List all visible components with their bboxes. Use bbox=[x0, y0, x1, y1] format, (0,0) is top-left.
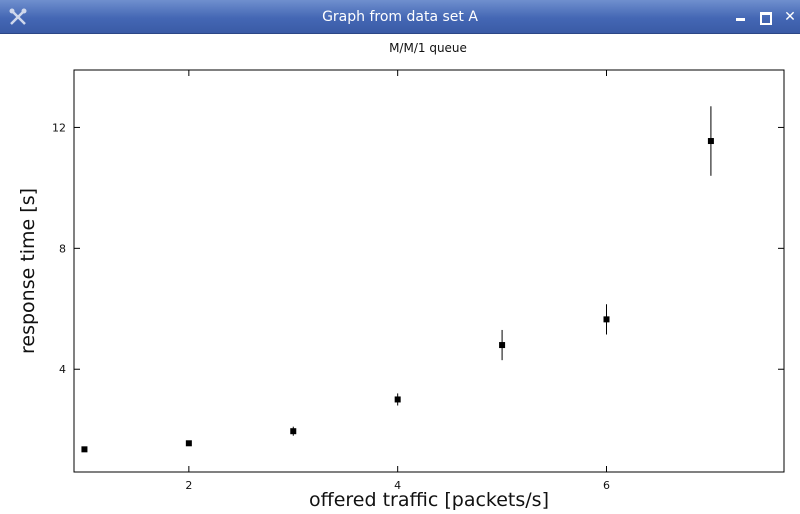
y-axis-label: response time [s] bbox=[17, 188, 39, 354]
y-tick-label: 8 bbox=[59, 242, 66, 255]
maximize-button[interactable] bbox=[758, 9, 774, 25]
chart-area: M/M/1 queue 2 4 6 4 8 12 offered traffic [pac… bbox=[0, 34, 800, 511]
scatter-chart: M/M/1 queue 2 4 6 4 8 12 offered traffic [pac… bbox=[17, 41, 785, 511]
crossed-tools-icon bbox=[9, 8, 27, 25]
x-axis-label: offered traffic [packets/s] bbox=[309, 489, 549, 510]
close-button[interactable]: ✕ bbox=[782, 9, 798, 25]
data-point bbox=[707, 138, 714, 145]
data-point bbox=[290, 428, 297, 435]
maximize-icon bbox=[760, 12, 772, 25]
y-tick-label: 4 bbox=[59, 363, 66, 376]
title-bar[interactable]: Graph from data set A ✕ bbox=[0, 0, 800, 34]
y-tick-label: 12 bbox=[52, 121, 66, 134]
data-point bbox=[185, 440, 192, 447]
chart-title: M/M/1 queue bbox=[389, 41, 467, 55]
data-point bbox=[394, 396, 401, 403]
data-point bbox=[603, 316, 610, 323]
data-point bbox=[499, 342, 506, 349]
window-title: Graph from data set A bbox=[322, 9, 478, 25]
close-icon: ✕ bbox=[784, 9, 796, 25]
minimize-button[interactable] bbox=[732, 9, 748, 25]
x-tick-label: 4 bbox=[394, 479, 401, 492]
x-tick-label: 2 bbox=[185, 479, 192, 492]
minimize-icon bbox=[735, 18, 745, 21]
plot-frame bbox=[73, 69, 785, 473]
data-point bbox=[81, 446, 88, 453]
x-tick-label: 6 bbox=[603, 479, 610, 492]
